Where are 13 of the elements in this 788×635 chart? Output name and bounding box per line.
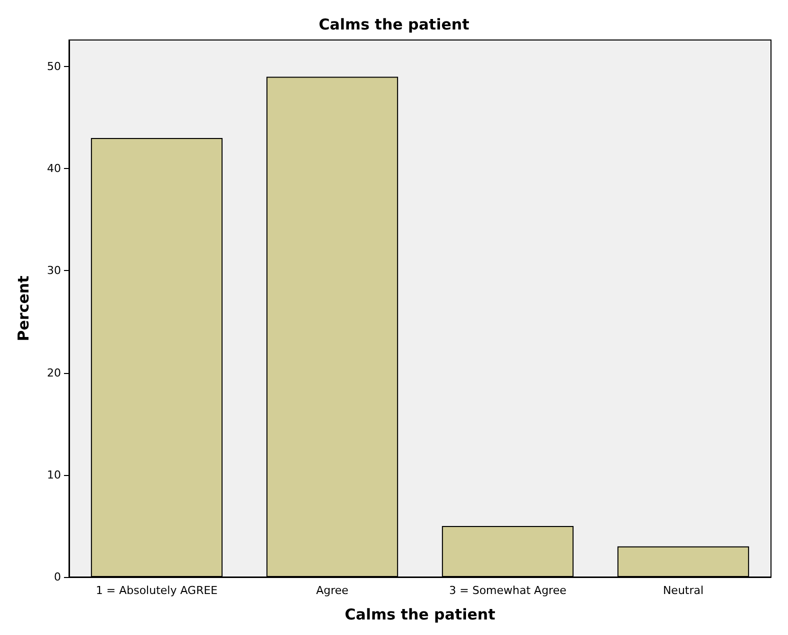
x-tick-label: 3 = Somewhat Agree	[449, 584, 567, 597]
x-tick-label: 1 = Absolutely AGREE	[96, 584, 218, 597]
y-axis-title: Percent	[14, 276, 32, 342]
x-tick-label: Agree	[316, 584, 349, 597]
x-tick-label: Neutral	[662, 584, 704, 597]
chart-title: Calms the patient	[318, 16, 470, 34]
y-tick-label: 50	[47, 60, 61, 74]
y-tick-label: 20	[47, 366, 61, 380]
y-tick-label: 0	[54, 570, 61, 584]
y-tick-label: 10	[47, 468, 61, 482]
y-tick-label: 40	[47, 162, 61, 176]
y-tick-label: 30	[47, 264, 61, 278]
x-axis-title: Calms the patient	[344, 606, 496, 624]
